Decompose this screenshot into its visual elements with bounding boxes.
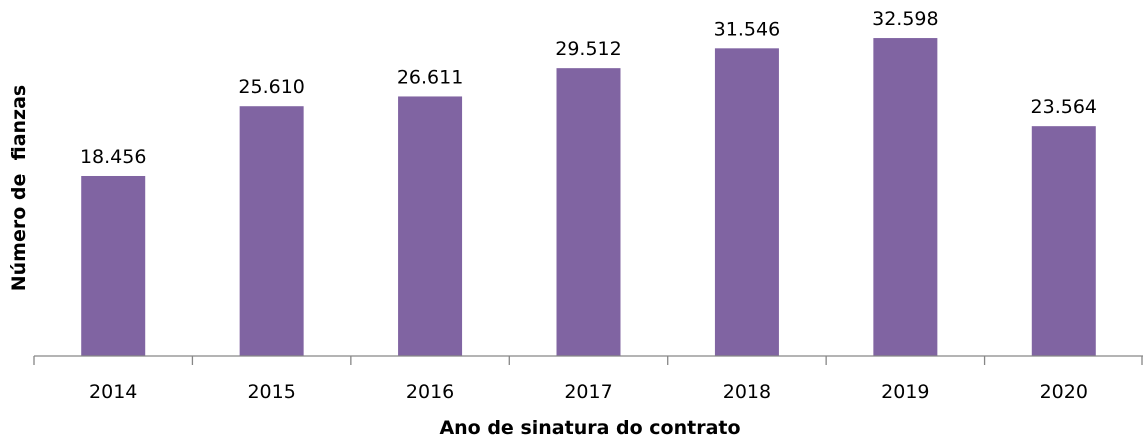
- x-tick-label-2018: 2018: [723, 381, 771, 403]
- bar-2017: [556, 68, 621, 357]
- bar-2018: [714, 48, 779, 356]
- x-tick-label-2015: 2015: [247, 381, 295, 403]
- x-tick-label-2016: 2016: [406, 381, 454, 403]
- bar-2016: [398, 96, 463, 357]
- y-axis-title: Número de fianzas: [8, 85, 30, 292]
- x-tick-label-2014: 2014: [89, 381, 137, 403]
- data-label-2017: 29.512: [555, 38, 621, 60]
- bar-2020: [1031, 126, 1096, 356]
- data-label-2016: 26.611: [397, 66, 463, 88]
- data-label-2019: 32.598: [872, 8, 938, 30]
- x-tick-label-2019: 2019: [881, 381, 929, 403]
- data-label-2015: 25.610: [238, 76, 304, 98]
- data-label-2018: 31.546: [714, 18, 780, 40]
- x-tick-label-2017: 2017: [564, 381, 612, 403]
- x-axis-title: Ano de sinatura do contrato: [439, 417, 740, 439]
- data-label-2014: 18.456: [80, 146, 146, 168]
- bar-2019: [873, 38, 938, 356]
- data-label-2020: 23.564: [1031, 96, 1097, 118]
- bar-2015: [239, 106, 304, 356]
- x-tick-label-2020: 2020: [1040, 381, 1088, 403]
- bar-2014: [81, 175, 146, 356]
